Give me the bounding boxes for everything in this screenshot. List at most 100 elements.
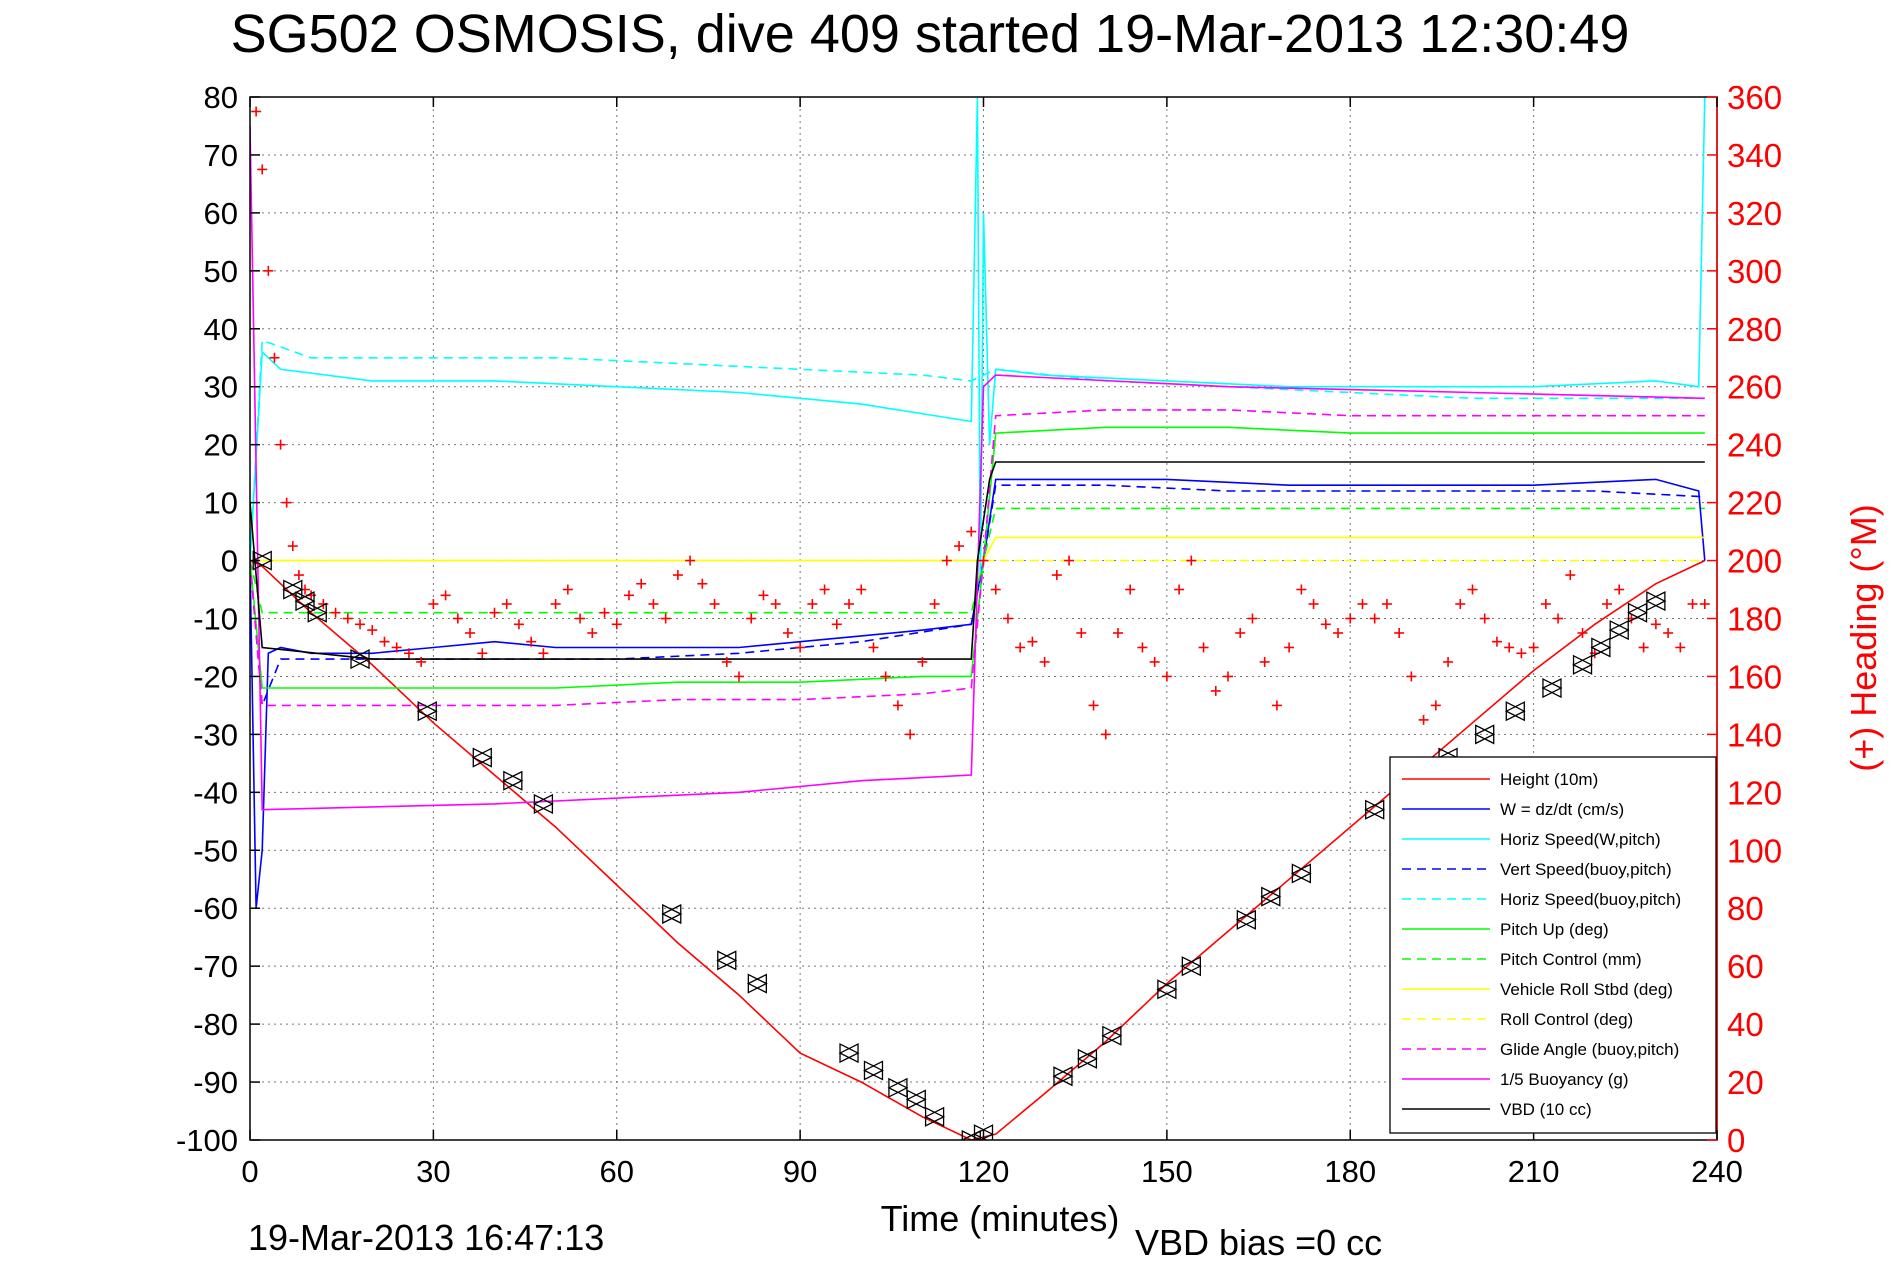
- heading-marker: [941, 555, 952, 566]
- heading-marker: [1296, 584, 1307, 595]
- heading-marker: [1345, 613, 1356, 624]
- depth-marker: [661, 903, 683, 925]
- right-tick-label: 240: [1727, 427, 1782, 464]
- heading-marker: [1137, 642, 1148, 653]
- right-tick-label: 120: [1727, 774, 1782, 811]
- depth-marker: [1156, 979, 1178, 1000]
- legend-label-11: VBD (10 cc): [1500, 1100, 1592, 1119]
- heading-marker: [1516, 648, 1527, 659]
- right-tick-label: 80: [1727, 890, 1764, 927]
- legend: Height (10m) W = dz/dt (cm/s) Horiz Speed(…: [1389, 756, 1717, 1134]
- heading-marker: [1198, 642, 1209, 653]
- heading-marker: [465, 627, 476, 638]
- heading-marker: [1284, 642, 1295, 653]
- depth-marker: [1180, 956, 1202, 977]
- right-tick-label: 220: [1727, 485, 1782, 522]
- depth-marker: [1235, 909, 1257, 930]
- depth-marker: [1541, 677, 1563, 699]
- heading-marker: [355, 619, 366, 630]
- x-tick-label: 60: [600, 1154, 634, 1189]
- heading-marker: [1553, 613, 1564, 624]
- heading-marker: [892, 700, 903, 711]
- heading-marker: [1369, 613, 1380, 624]
- right-tick-label: 0: [1727, 1122, 1745, 1159]
- heading-marker: [1076, 627, 1087, 638]
- heading-marker: [611, 619, 622, 630]
- heading-marker: [1455, 599, 1466, 610]
- heading-marker: [281, 497, 292, 508]
- series-line-5: [250, 426, 1705, 689]
- depth-marker: [1504, 701, 1526, 722]
- depth-marker: [716, 950, 738, 971]
- heading-marker: [685, 555, 696, 566]
- heading-marker: [379, 636, 390, 647]
- heading-marker: [501, 599, 512, 610]
- heading-marker: [257, 164, 268, 175]
- heading-marker: [1235, 627, 1246, 638]
- heading-marker: [1467, 584, 1478, 595]
- depth-marker: [1101, 1025, 1123, 1046]
- footer-vbd-bias: VBD bias =0 cc: [1135, 1222, 1382, 1262]
- heading-marker: [636, 578, 647, 589]
- heading-marker: [697, 578, 708, 589]
- heading-marker: [1100, 729, 1111, 740]
- heading-marker: [1675, 642, 1686, 653]
- heading-marker: [880, 671, 891, 682]
- depth-marker: [1645, 591, 1667, 612]
- y-tick-label: -70: [193, 949, 238, 984]
- heading-marker: [1027, 636, 1038, 647]
- heading-marker: [1210, 685, 1221, 696]
- x-tick-label: 150: [1141, 1154, 1193, 1189]
- heading-marker: [1577, 627, 1588, 638]
- heading-marker: [1528, 642, 1539, 653]
- heading-marker: [709, 599, 720, 610]
- heading-marker: [526, 636, 537, 647]
- y-tick-label: -10: [193, 602, 238, 637]
- heading-marker: [1112, 627, 1123, 638]
- y-tick-label: 60: [204, 196, 238, 231]
- depth-marker: [838, 1043, 860, 1064]
- right-tick-label: 280: [1727, 311, 1782, 348]
- heading-marker: [342, 613, 353, 624]
- y-tick-label: 50: [204, 254, 238, 289]
- right-tick-label: 200: [1727, 543, 1782, 580]
- depth-marker: [1474, 724, 1496, 745]
- heading-marker: [293, 570, 304, 581]
- legend-label-8: Roll Control (deg): [1500, 1010, 1633, 1029]
- heading-marker: [1443, 656, 1454, 667]
- y-tick-label: -90: [193, 1065, 238, 1100]
- y-tick-label: 80: [204, 80, 238, 115]
- x-tick-label: 120: [958, 1154, 1010, 1189]
- right-tick-label: 320: [1727, 195, 1782, 232]
- heading-marker: [1247, 613, 1258, 624]
- depth-marker: [532, 793, 554, 814]
- plot-area: [250, 97, 1710, 1140]
- heading-marker: [1504, 642, 1515, 653]
- heading-marker: [1259, 656, 1270, 667]
- heading-marker: [287, 541, 298, 552]
- legend-label-0: Height (10m): [1500, 770, 1598, 789]
- heading-marker: [1149, 656, 1160, 667]
- heading-marker: [1357, 599, 1368, 610]
- heading-marker: [1638, 642, 1649, 653]
- depth-marker: [416, 701, 438, 722]
- heading-marker: [1125, 584, 1136, 595]
- y-tick-label: 0: [221, 544, 238, 579]
- heading-marker: [1418, 714, 1429, 725]
- heading-marker: [660, 613, 671, 624]
- heading-marker: [1051, 570, 1062, 581]
- legend-label-7: Vehicle Roll Stbd (deg): [1500, 980, 1673, 999]
- heading-marker: [1650, 619, 1661, 630]
- depth-marker: [306, 602, 328, 623]
- heading-marker: [758, 590, 769, 601]
- depth-marker: [1590, 637, 1612, 658]
- legend-label-3: Vert Speed(buoy,pitch): [1500, 860, 1672, 879]
- depth-marker: [471, 747, 493, 768]
- heading-marker: [1565, 570, 1576, 581]
- y-tick-label: -30: [193, 717, 238, 752]
- heading-marker: [721, 656, 732, 667]
- heading-marker: [1174, 584, 1185, 595]
- heading-marker: [1271, 700, 1282, 711]
- heading-marker: [844, 599, 855, 610]
- depth-marker: [294, 591, 316, 612]
